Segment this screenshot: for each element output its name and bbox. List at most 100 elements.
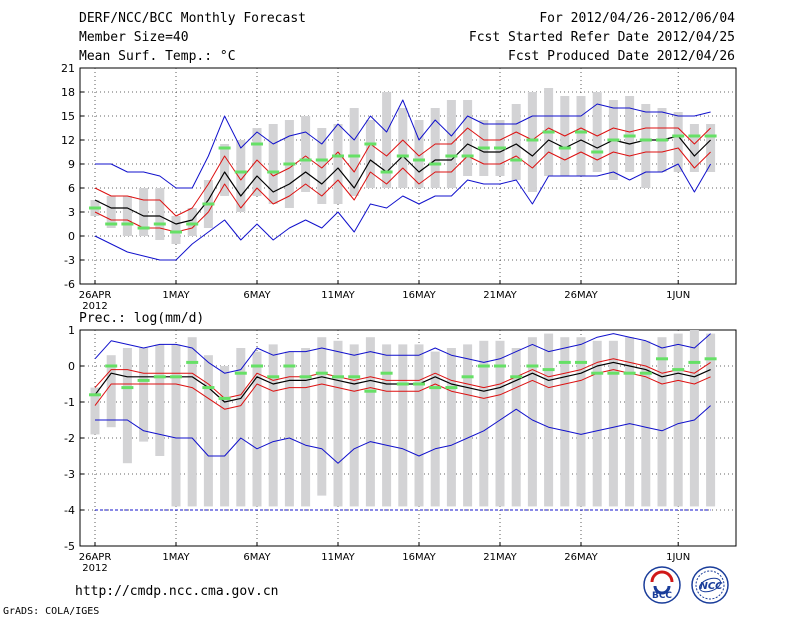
median-marker — [380, 371, 393, 375]
range-box — [463, 344, 473, 507]
range-box — [706, 124, 716, 172]
median-marker — [494, 146, 506, 150]
median-marker — [656, 138, 668, 142]
ensemble-min-line — [94, 163, 712, 261]
y-tick-label: 21 — [61, 62, 75, 75]
range-box — [365, 337, 375, 507]
median-marker — [639, 138, 652, 142]
range-box — [365, 120, 375, 188]
range-box — [301, 116, 311, 192]
x-tick-label: 1MAY — [162, 552, 190, 563]
median-marker — [105, 364, 118, 368]
median-marker — [186, 360, 199, 364]
range-box — [268, 124, 278, 204]
range-box — [463, 100, 473, 176]
range-box — [106, 196, 116, 228]
y-tick-label: 12 — [61, 134, 75, 147]
range-box — [511, 104, 521, 180]
median-marker — [299, 158, 312, 162]
median-marker — [251, 364, 263, 368]
y-tick-label: -2 — [64, 432, 75, 445]
median-marker — [413, 158, 425, 162]
x-tick-label: 26APR — [79, 290, 112, 301]
y-tick-label: 9 — [68, 158, 75, 171]
range-box — [122, 196, 132, 236]
range-box — [236, 348, 246, 507]
range-box — [576, 337, 586, 507]
median-marker — [89, 393, 101, 397]
y-tick-label: 15 — [61, 110, 75, 123]
temp-panel-title: Mean Surf. Temp.: °C — [79, 49, 236, 64]
median-marker — [510, 375, 523, 379]
median-marker — [639, 371, 652, 375]
range-box — [592, 92, 602, 172]
median-marker — [170, 375, 182, 379]
range-box — [673, 333, 683, 507]
median-marker — [704, 134, 717, 138]
member-size: Member Size=40 — [79, 30, 189, 45]
range-box — [333, 124, 343, 204]
median-marker — [461, 154, 474, 158]
range-box — [187, 337, 197, 507]
ensemble-min-line — [95, 405, 711, 464]
y-tick-label: 0 — [68, 360, 75, 373]
median-marker — [218, 396, 231, 400]
ncc-logo: NCC — [691, 566, 729, 604]
median-marker — [153, 375, 166, 379]
range-box — [220, 144, 230, 196]
x-tick-label: 26MAY — [564, 552, 598, 563]
x-tick-label: 11MAY — [321, 290, 355, 301]
median-marker — [526, 364, 539, 368]
y-tick-label: -1 — [64, 396, 75, 409]
median-marker — [267, 170, 280, 174]
x-tick-label: 21MAY — [483, 552, 517, 563]
median-marker — [575, 360, 587, 364]
y-tick-label: -3 — [64, 254, 75, 267]
range-box — [90, 387, 100, 435]
range-box — [382, 92, 392, 188]
range-box — [333, 340, 343, 507]
median-marker — [445, 386, 458, 390]
x-tick-label: 1JUN — [666, 552, 690, 563]
y-tick-label: -4 — [64, 504, 75, 517]
range-box — [414, 344, 424, 507]
y-tick-label: 0 — [68, 230, 75, 243]
median-marker — [623, 134, 636, 138]
median-marker — [688, 134, 701, 138]
ncc-logo-text: NCC — [699, 581, 723, 592]
range-box — [349, 344, 359, 507]
median-marker — [704, 357, 717, 361]
range-box — [576, 96, 586, 176]
grads-credit: GrADS: COLA/IGES — [3, 606, 100, 617]
range-box — [301, 348, 311, 507]
x-tick-label: 26MAY — [564, 290, 598, 301]
median-marker — [153, 222, 166, 226]
bcc-logo: BCC — [643, 566, 681, 604]
range-box — [657, 337, 667, 507]
median-marker — [121, 222, 134, 226]
median-marker — [299, 375, 312, 379]
median-marker — [688, 360, 701, 364]
median-marker — [510, 158, 523, 162]
range-box — [479, 340, 489, 507]
median-marker — [445, 154, 458, 158]
median-marker — [186, 222, 199, 226]
median-marker — [283, 162, 296, 166]
median-marker — [137, 378, 150, 382]
range-box — [268, 344, 278, 507]
median-marker — [315, 371, 328, 375]
x-tick-label: 1MAY — [162, 290, 190, 301]
range-box — [106, 355, 116, 428]
mean-minus-sd-line — [94, 369, 711, 410]
x-year-label: 2012 — [82, 563, 107, 574]
range-box — [398, 344, 408, 507]
y-tick-label: -3 — [64, 468, 75, 481]
range-box — [608, 340, 618, 507]
range-box — [317, 337, 327, 496]
median-marker — [542, 368, 555, 372]
median-marker — [656, 357, 668, 361]
range-box — [139, 188, 149, 236]
range-box — [236, 140, 246, 212]
range-box — [122, 348, 132, 464]
